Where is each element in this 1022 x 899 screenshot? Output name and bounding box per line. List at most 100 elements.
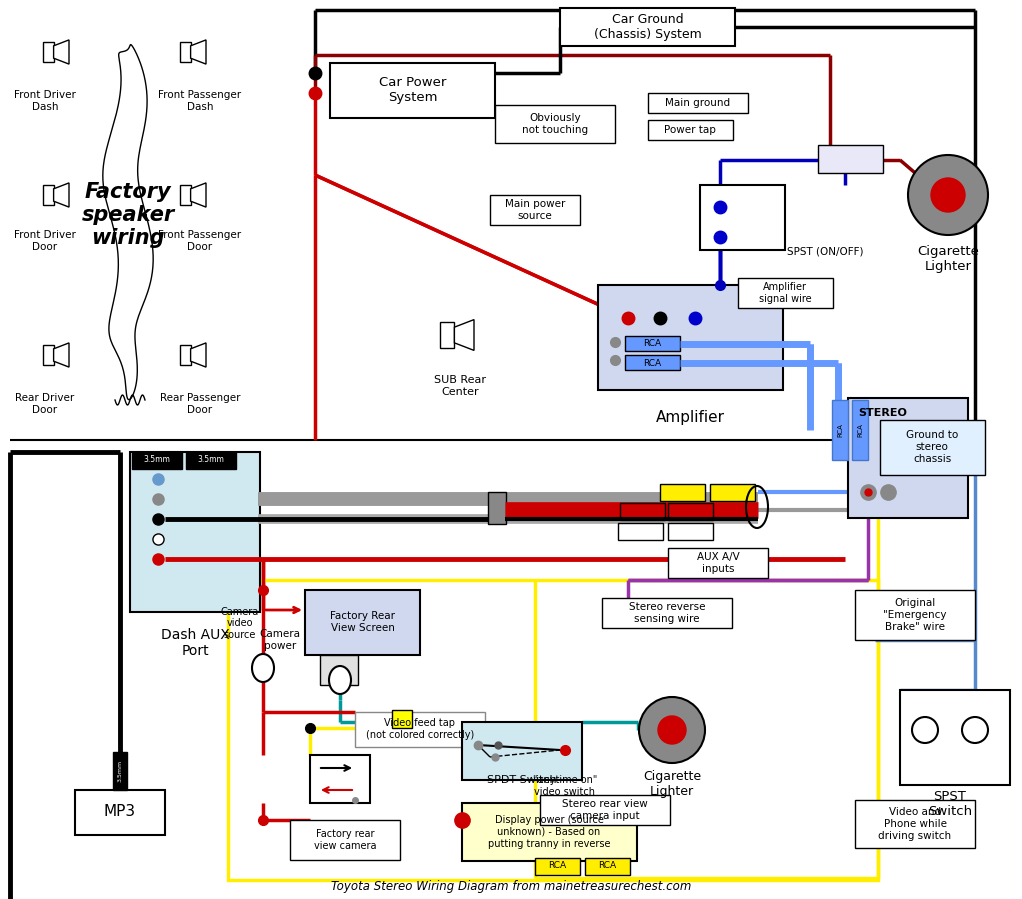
FancyBboxPatch shape: [495, 105, 615, 143]
FancyBboxPatch shape: [848, 398, 968, 518]
FancyBboxPatch shape: [598, 285, 783, 390]
Text: Main ground: Main ground: [665, 98, 731, 108]
FancyBboxPatch shape: [305, 590, 420, 655]
Text: Factory
speaker
wiring: Factory speaker wiring: [82, 182, 175, 248]
Text: Stereo reverse
sensing wire: Stereo reverse sensing wire: [629, 602, 705, 624]
Text: SPDT Switch: SPDT Switch: [487, 775, 557, 785]
Text: Rear Passenger
Door: Rear Passenger Door: [159, 393, 240, 414]
Text: Car Power
System: Car Power System: [379, 76, 447, 104]
Circle shape: [639, 697, 705, 763]
FancyBboxPatch shape: [487, 492, 506, 524]
FancyBboxPatch shape: [832, 400, 848, 460]
FancyBboxPatch shape: [320, 655, 358, 685]
FancyBboxPatch shape: [620, 503, 665, 520]
FancyBboxPatch shape: [648, 120, 733, 140]
Text: RCA: RCA: [681, 527, 699, 536]
FancyBboxPatch shape: [618, 523, 663, 540]
FancyBboxPatch shape: [668, 548, 768, 578]
FancyBboxPatch shape: [648, 93, 748, 113]
Text: Amplifier: Amplifier: [655, 410, 725, 425]
Polygon shape: [190, 343, 206, 367]
Text: RCA: RCA: [633, 506, 651, 515]
Polygon shape: [53, 343, 69, 367]
Polygon shape: [53, 182, 69, 207]
FancyBboxPatch shape: [43, 42, 53, 62]
Text: Front Driver
Dash: Front Driver Dash: [14, 90, 76, 111]
FancyBboxPatch shape: [738, 278, 833, 308]
Text: Main power
source: Main power source: [505, 200, 565, 221]
Text: Car Ground
(Chassis) System: Car Ground (Chassis) System: [594, 13, 702, 41]
Polygon shape: [53, 40, 69, 64]
Text: Toyota Stereo Wiring Diagram from mainetreasurechest.com: Toyota Stereo Wiring Diagram from mainet…: [331, 880, 691, 893]
FancyBboxPatch shape: [668, 523, 713, 540]
FancyBboxPatch shape: [490, 195, 580, 225]
FancyBboxPatch shape: [660, 484, 705, 501]
FancyBboxPatch shape: [290, 820, 400, 860]
FancyBboxPatch shape: [462, 722, 582, 780]
Text: Ground to
stereo
chassis: Ground to stereo chassis: [905, 431, 959, 464]
Text: Front Passenger
Dash: Front Passenger Dash: [158, 90, 241, 111]
FancyBboxPatch shape: [880, 420, 985, 475]
Text: Factory rear
view camera: Factory rear view camera: [314, 829, 376, 850]
FancyBboxPatch shape: [900, 690, 1010, 785]
Text: RCA: RCA: [857, 423, 863, 437]
FancyBboxPatch shape: [540, 795, 670, 825]
FancyBboxPatch shape: [330, 63, 495, 118]
Text: Rear Driver
Door: Rear Driver Door: [15, 393, 75, 414]
FancyBboxPatch shape: [462, 803, 637, 861]
Circle shape: [912, 717, 938, 743]
Text: RCA: RCA: [598, 861, 616, 870]
Text: Stereo rear view
camera input: Stereo rear view camera input: [562, 799, 648, 821]
FancyBboxPatch shape: [113, 752, 127, 790]
Text: Front Passenger
Door: Front Passenger Door: [158, 230, 241, 252]
FancyBboxPatch shape: [818, 145, 883, 173]
FancyBboxPatch shape: [180, 345, 190, 365]
Text: 3.5mm: 3.5mm: [197, 456, 225, 465]
FancyBboxPatch shape: [852, 400, 868, 460]
Circle shape: [658, 716, 686, 744]
Polygon shape: [455, 320, 474, 351]
Text: Dash AUX
Port: Dash AUX Port: [160, 628, 229, 658]
FancyBboxPatch shape: [625, 355, 680, 370]
Text: 3.5mm: 3.5mm: [143, 456, 171, 465]
Circle shape: [962, 717, 988, 743]
FancyBboxPatch shape: [535, 858, 580, 875]
Text: Video feed tap
(not colored correctly): Video feed tap (not colored correctly): [366, 718, 474, 740]
Text: RCA: RCA: [723, 487, 741, 496]
FancyBboxPatch shape: [602, 598, 732, 628]
Polygon shape: [190, 40, 206, 64]
Text: Cigarette
Lighter: Cigarette Lighter: [643, 770, 701, 798]
FancyBboxPatch shape: [355, 712, 485, 747]
FancyBboxPatch shape: [625, 336, 680, 351]
FancyBboxPatch shape: [75, 790, 165, 835]
Text: RCA: RCA: [672, 487, 691, 496]
Text: Display power (source
unknown) - Based on
putting tranny in reverse: Display power (source unknown) - Based o…: [487, 815, 610, 849]
Text: SPST
Switch: SPST Switch: [928, 790, 972, 818]
Text: SPST (ON/OFF): SPST (ON/OFF): [787, 247, 864, 257]
FancyBboxPatch shape: [186, 452, 236, 469]
Text: RCA: RCA: [548, 861, 566, 870]
Ellipse shape: [329, 666, 351, 694]
Text: RCA: RCA: [837, 423, 843, 437]
FancyBboxPatch shape: [392, 710, 412, 728]
Text: Obviously
not touching: Obviously not touching: [522, 113, 588, 135]
Circle shape: [931, 178, 965, 212]
FancyBboxPatch shape: [132, 452, 182, 469]
FancyBboxPatch shape: [180, 185, 190, 205]
Polygon shape: [190, 182, 206, 207]
Text: STEREO: STEREO: [858, 408, 907, 418]
FancyBboxPatch shape: [710, 484, 755, 501]
Text: RCA: RCA: [631, 527, 649, 536]
Text: Amplifier
signal wire: Amplifier signal wire: [758, 282, 811, 304]
Text: Original
"Emergency
Brake" wire: Original "Emergency Brake" wire: [883, 599, 946, 632]
FancyBboxPatch shape: [43, 345, 53, 365]
Text: Camera
power: Camera power: [260, 629, 300, 651]
Text: Front Driver
Door: Front Driver Door: [14, 230, 76, 252]
FancyBboxPatch shape: [700, 185, 785, 250]
FancyBboxPatch shape: [855, 800, 975, 848]
FancyBboxPatch shape: [43, 185, 53, 205]
Text: Power tap: Power tap: [664, 125, 716, 135]
Ellipse shape: [252, 654, 274, 682]
Text: AUX A/V
inputs: AUX A/V inputs: [697, 552, 739, 574]
Text: Cigarette
Lighter: Cigarette Lighter: [917, 245, 979, 273]
